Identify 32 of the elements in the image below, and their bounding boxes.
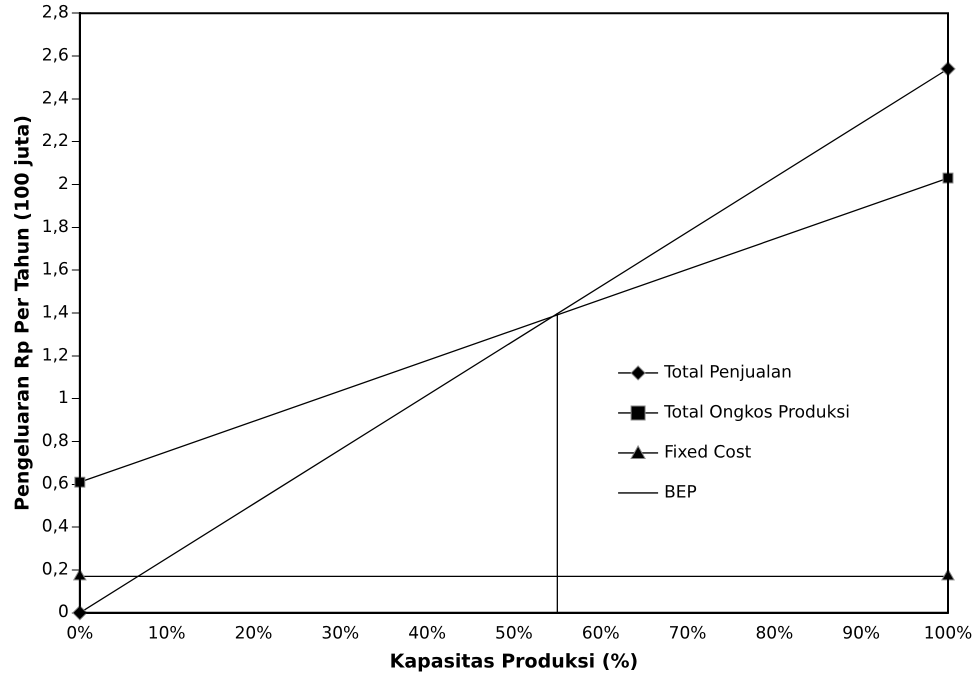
x-tick-label: 70% xyxy=(668,623,706,644)
x-tick-label: 0% xyxy=(66,623,94,644)
y-tick-label: 1,6 xyxy=(42,260,69,280)
x-tick-label: 50% xyxy=(495,623,533,644)
y-tick-label: 0 xyxy=(58,602,69,622)
y-tick-label: 2,2 xyxy=(42,131,69,152)
y-tick-label: 1,4 xyxy=(42,302,69,322)
x-tick-label: 40% xyxy=(408,623,446,644)
x-tick-label: 90% xyxy=(842,623,880,644)
x-tick-label: 20% xyxy=(234,623,272,644)
x-tick-label: 100% xyxy=(924,623,972,644)
y-tick-label: 0,6 xyxy=(42,474,69,494)
y-tick-label: 2 xyxy=(58,174,69,194)
y-tick-label: 2,8 xyxy=(42,2,69,23)
x-tick-label: 10% xyxy=(148,623,186,644)
y-tick-label: 1 xyxy=(58,388,69,408)
y-tick-label: 1,2 xyxy=(42,345,69,366)
x-tick-label: 30% xyxy=(321,623,360,644)
y-tick-label: 2,6 xyxy=(42,45,69,66)
legend-label: Fixed Cost xyxy=(664,442,752,462)
legend-label: Total Penjualan xyxy=(663,362,792,382)
x-axis-title: Kapasitas Produksi (%) xyxy=(390,650,638,673)
y-tick-label: 0,4 xyxy=(42,516,69,537)
y-axis-title: Pengeluaran Rp Per Tahun (100 juta) xyxy=(11,115,34,511)
legend-label: Total Ongkos Produksi xyxy=(663,402,850,422)
y-tick-label: 0,8 xyxy=(42,430,69,451)
y-tick-label: 2,4 xyxy=(42,88,69,108)
y-tick-label: 1,8 xyxy=(42,216,69,237)
x-tick-label: 80% xyxy=(755,623,794,644)
x-tick-label: 60% xyxy=(582,623,620,644)
legend-label: BEP xyxy=(664,482,697,502)
y-tick-label: 0,2 xyxy=(42,559,69,580)
